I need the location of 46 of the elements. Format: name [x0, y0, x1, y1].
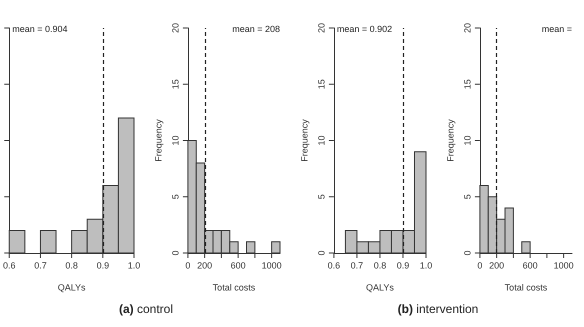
y-tick-label: 15: [462, 79, 472, 90]
x-tick-label: 0.8: [65, 260, 78, 270]
x-tick-label: 0.9: [396, 260, 410, 270]
y-tick-label: 0: [316, 250, 326, 256]
y-tick-label: 10: [170, 135, 180, 146]
ref-line-label: mean = 0.904: [12, 24, 68, 34]
x-tick-label: 1.0: [420, 260, 432, 270]
text: (b) intervention: [396, 302, 480, 316]
x-tick-label: 1.0: [128, 260, 140, 270]
y-axis-title: Frequency: [446, 118, 456, 162]
y-tick-label: 20: [316, 22, 326, 34]
y-tick-label: 10: [462, 135, 472, 146]
x-tick-label: 1000: [262, 260, 282, 270]
x-tick-label: 200: [197, 260, 212, 270]
y-tick-label: 15: [316, 79, 326, 90]
x-axis-title: QALYs: [366, 282, 394, 292]
y-tick-label: 15: [170, 79, 180, 90]
y-tick-label: 5: [170, 194, 180, 200]
x-tick-label: 0.8: [374, 260, 386, 270]
x-tick-label: 0.7: [350, 260, 364, 270]
x-axis-title: Total costs: [212, 282, 256, 292]
y-tick-label: 0: [170, 250, 180, 256]
y-tick-label: 0: [462, 250, 472, 256]
y-tick-label: 5: [462, 194, 472, 200]
y-tick-label: 20: [462, 22, 472, 34]
x-tick-label: 0.6: [3, 260, 16, 270]
ref-line-label: mean = 0.902: [336, 24, 392, 34]
x-tick-label: 0: [185, 260, 190, 270]
x-tick-label: 1000: [554, 260, 574, 270]
y-axis-title: Frequency: [154, 118, 164, 162]
text: (a) control: [118, 302, 174, 316]
x-tick-label: 0.9: [96, 260, 110, 270]
x-axis-title: Total costs: [504, 282, 548, 292]
y-tick-label: 20: [170, 22, 180, 34]
x-tick-label: 600: [230, 260, 246, 270]
x-axis-title: QALYs: [58, 282, 86, 292]
y-axis-title: Frequency: [300, 118, 310, 162]
x-tick-label: 600: [522, 260, 538, 270]
ref-line-label: mean =: [542, 24, 572, 34]
x-tick-label: 0.6: [328, 260, 340, 270]
y-tick-label: 5: [316, 194, 326, 200]
ref-line-label: mean = 208: [232, 24, 280, 34]
x-tick-label: 0: [477, 260, 482, 270]
y-tick-label: 10: [316, 135, 326, 146]
x-tick-label: 200: [489, 260, 504, 270]
x-tick-label: 0.7: [34, 260, 47, 270]
